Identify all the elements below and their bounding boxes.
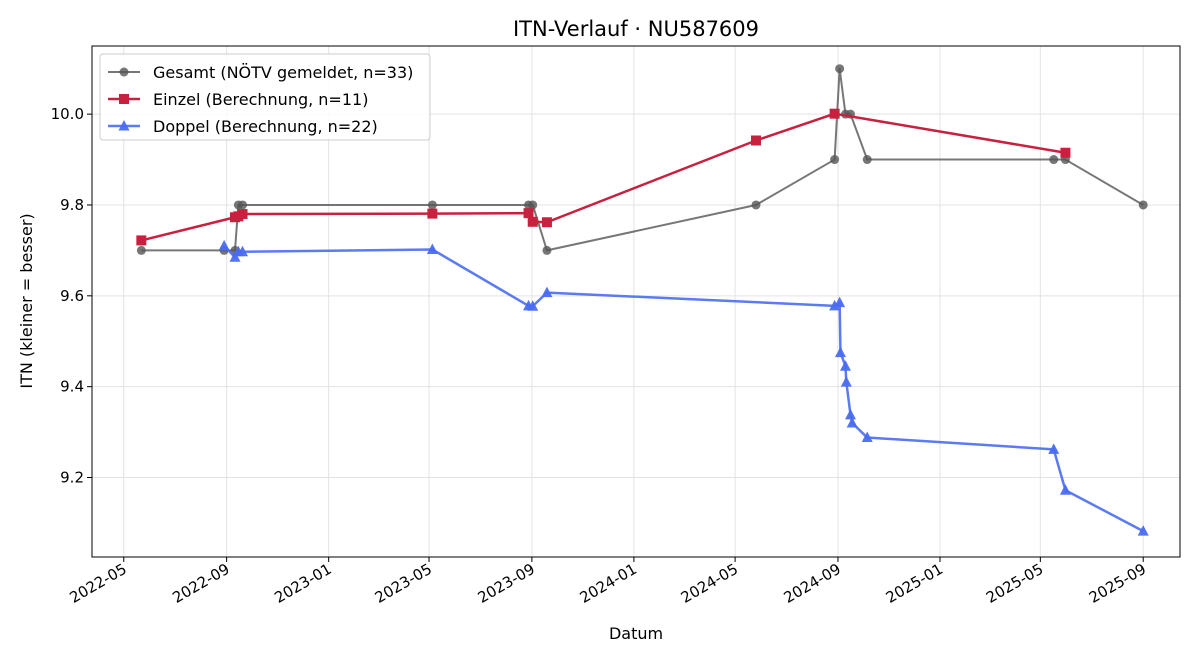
series-0-point <box>1138 200 1148 210</box>
legend-marker-1 <box>119 94 129 104</box>
series-2-point <box>237 245 249 257</box>
series-2-point <box>527 300 539 311</box>
series-0-point <box>528 200 538 210</box>
x-tick-label: 2022-09 <box>169 560 232 607</box>
chart-title: ITN-Verlauf · NU587609 <box>513 17 759 41</box>
plot-frame <box>91 45 1181 558</box>
x-tick-label: 2025-01 <box>883 560 946 607</box>
series-2-point <box>1059 484 1071 495</box>
x-tick-label: 2023-05 <box>372 560 435 607</box>
legend-label-0: Gesamt (NÖTV gemeldet, n=33) <box>153 63 413 82</box>
series-0-point <box>751 200 761 210</box>
y-tick-label: 10.0 <box>51 105 84 123</box>
series-1-point <box>527 216 538 227</box>
series-0-point <box>136 245 146 255</box>
series-1-point <box>751 135 762 146</box>
series-2-point <box>229 251 241 262</box>
y-axis-ticks: 9.2 9.4 9.6 9.8 10.0 <box>51 105 92 487</box>
x-tick-label: 2024-09 <box>781 560 844 607</box>
series-2-point <box>839 360 851 371</box>
series-1-point <box>1060 147 1071 158</box>
series-2-point <box>1048 443 1060 454</box>
series-2-point <box>541 286 553 298</box>
series-0-point <box>862 155 872 165</box>
legend: Gesamt (NÖTV gemeldet, n=33) Einzel (Bere… <box>99 53 431 141</box>
series-0-point <box>830 155 840 165</box>
x-tick-label: 2024-05 <box>678 560 741 607</box>
series-2-point <box>829 299 841 311</box>
legend-marker-2 <box>118 120 130 131</box>
x-tick-label: 2025-09 <box>1086 560 1149 607</box>
y-axis-label: ITN (kleiner = besser) <box>17 213 36 388</box>
series-0-point <box>542 245 552 255</box>
x-tick-label: 2023-09 <box>475 560 538 607</box>
series-1 <box>136 108 1071 246</box>
legend-label-2: Doppel (Berechnung, n=22) <box>153 117 378 136</box>
x-tick-label: 2025-05 <box>983 560 1046 607</box>
legend-marker-0 <box>119 67 129 77</box>
legend-label-1: Einzel (Berechnung, n=11) <box>153 90 368 109</box>
series-2-point <box>845 408 857 420</box>
y-tick-label: 9.6 <box>60 287 84 305</box>
series-2-point <box>218 239 230 251</box>
x-tick-label: 2022-05 <box>66 560 129 607</box>
y-tick-label: 9.8 <box>60 196 84 214</box>
x-axis-ticks: 2022-05 2022-09 2023-01 2023-05 2023-09 2024-… <box>66 557 1149 607</box>
series-0-point <box>427 200 437 210</box>
series-1-point <box>541 217 552 228</box>
y-tick-label: 9.4 <box>60 378 84 396</box>
series-2-point <box>834 346 846 358</box>
series-2-point <box>840 376 852 387</box>
series-2-point <box>834 296 846 308</box>
series-2-point <box>1137 525 1149 536</box>
series-2-line <box>223 244 1144 533</box>
series-1-point <box>829 108 840 119</box>
x-axis-label: Datum <box>609 624 663 643</box>
series-0-point <box>238 200 248 210</box>
series-1-point <box>136 235 147 246</box>
series-1-point <box>237 209 248 220</box>
x-tick-label: 2023-01 <box>271 560 334 607</box>
series-2 <box>218 239 1149 536</box>
series-0-point <box>835 64 845 74</box>
y-tick-label: 9.2 <box>60 469 84 487</box>
series-2-point <box>861 431 873 443</box>
series-0-point <box>1049 155 1059 165</box>
series-2-point <box>426 243 438 254</box>
series-2-point <box>846 417 858 428</box>
legend-box <box>99 53 431 141</box>
series-layer <box>136 64 1149 536</box>
series-1-point <box>427 208 438 219</box>
x-tick-label: 2024-01 <box>577 560 640 607</box>
series-1-point <box>523 208 534 219</box>
